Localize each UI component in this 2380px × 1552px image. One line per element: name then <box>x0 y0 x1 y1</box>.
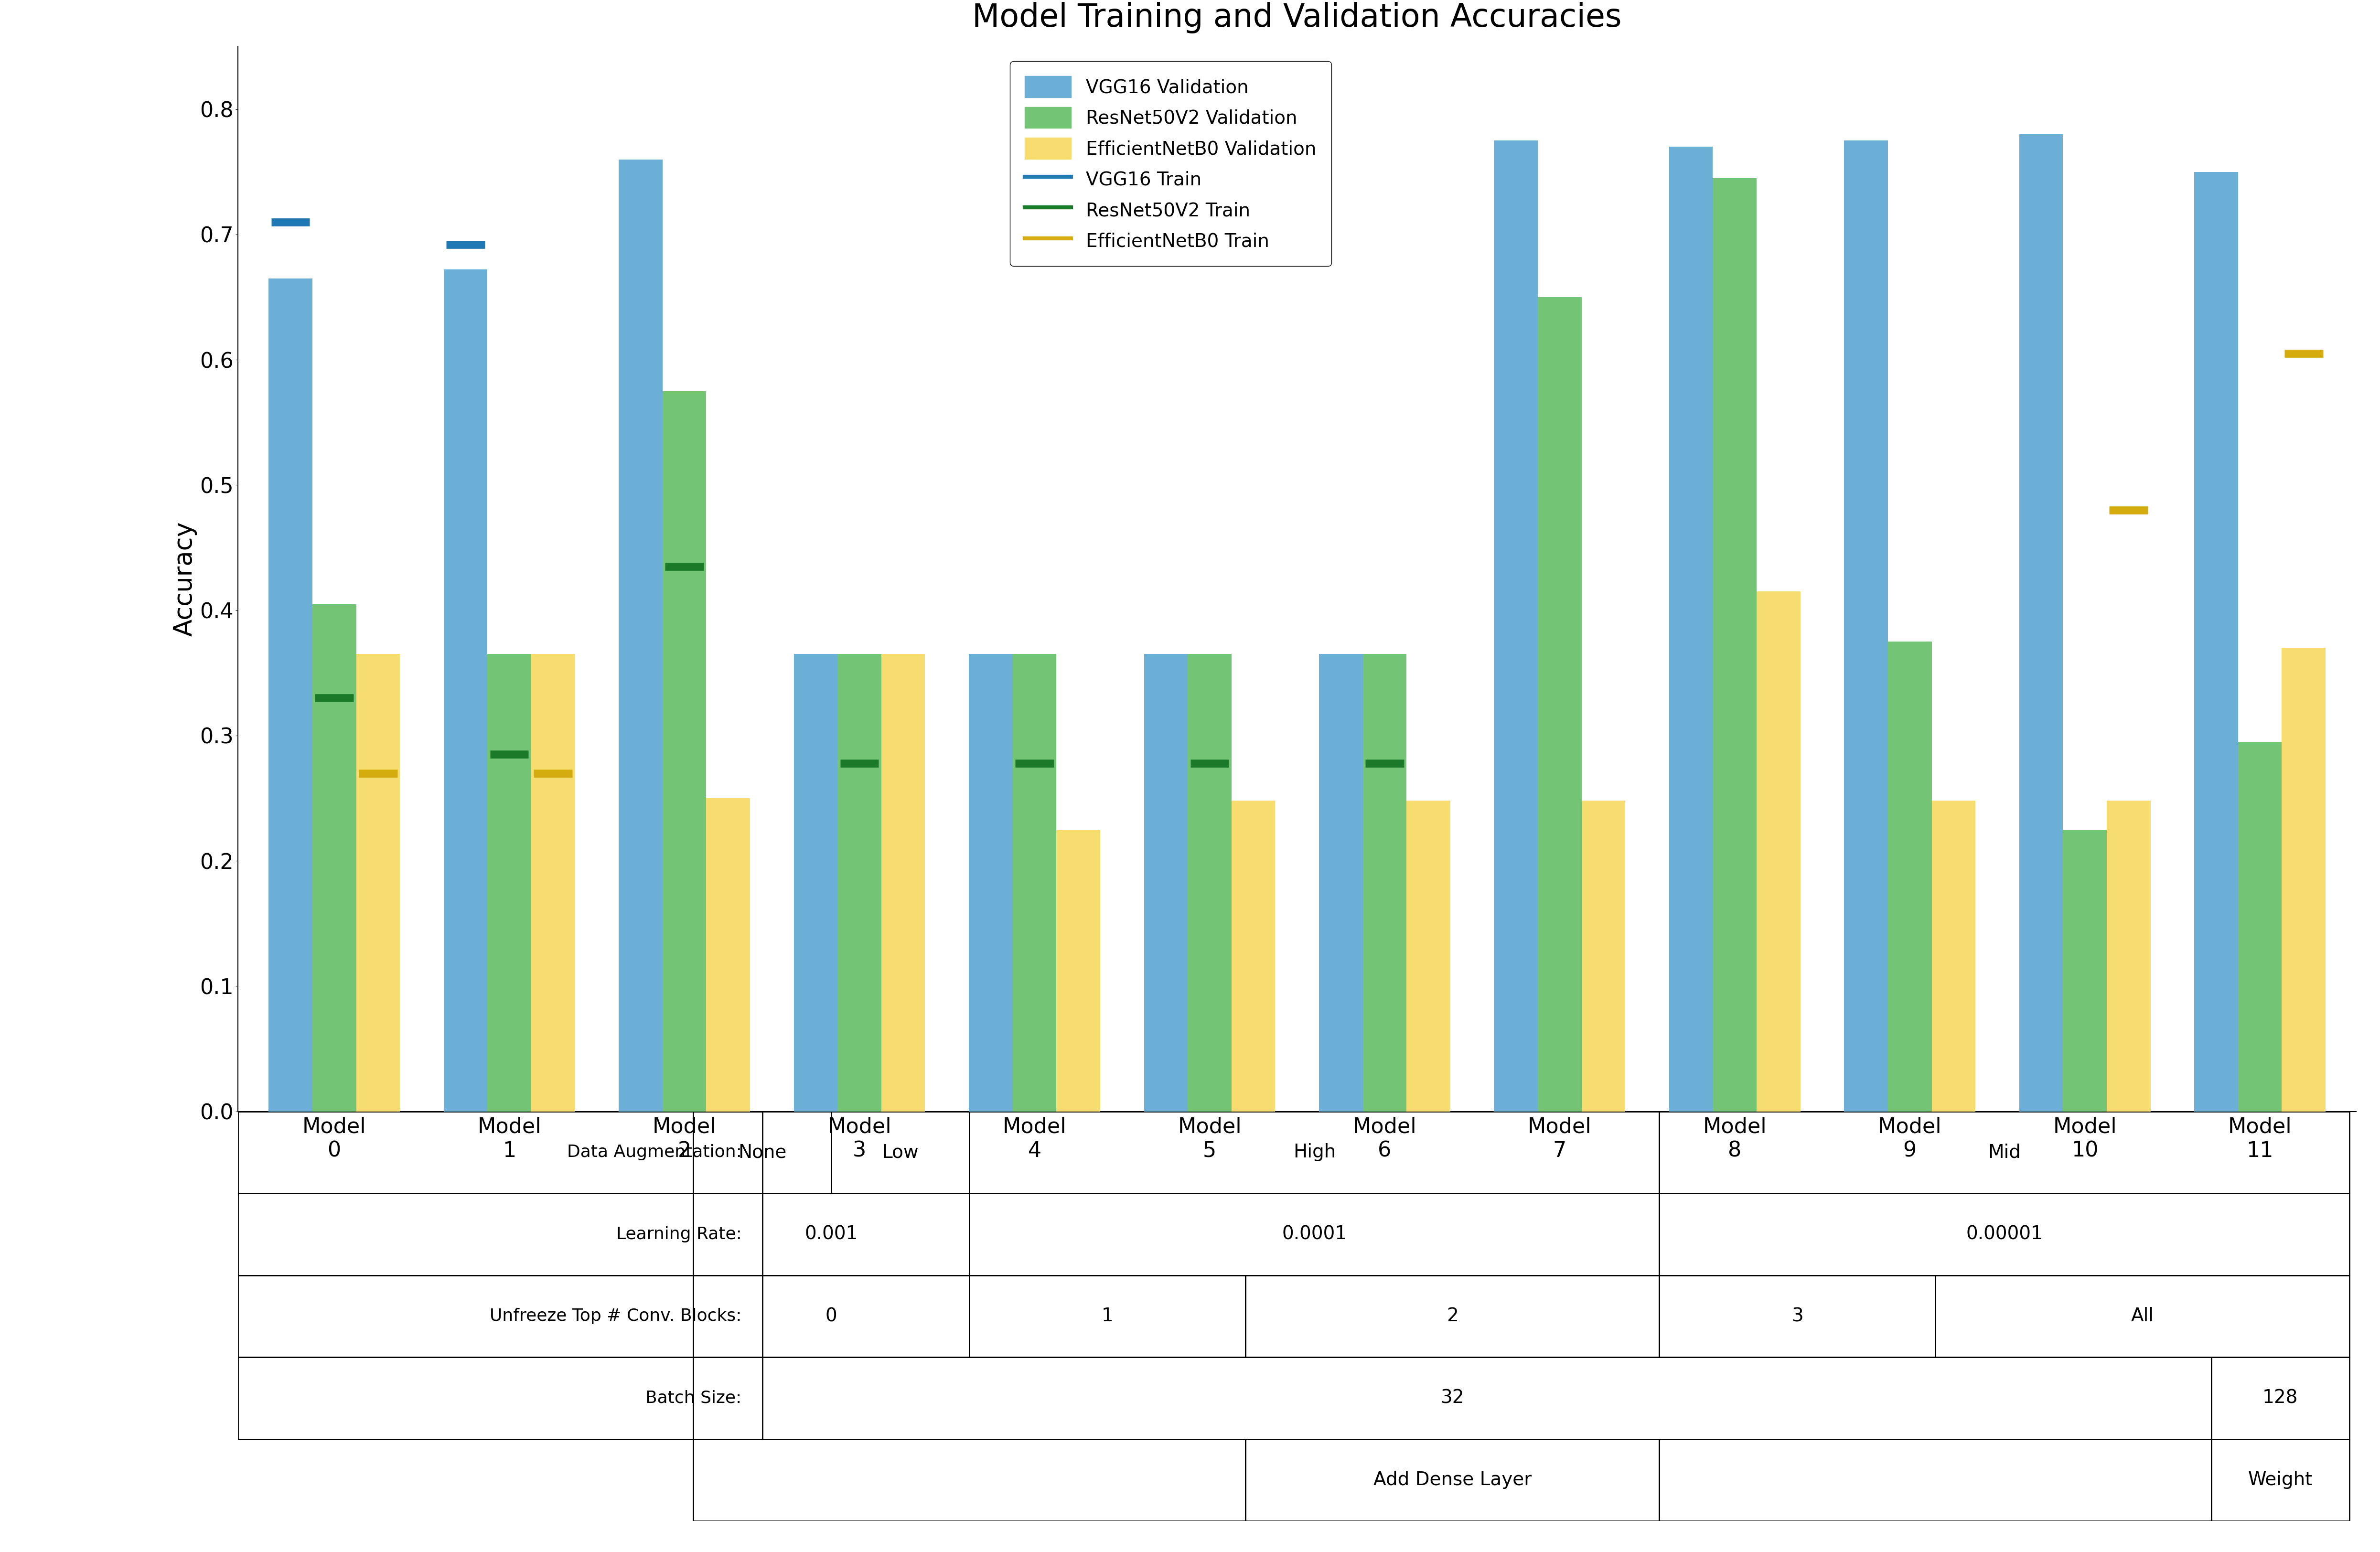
Legend: VGG16 Validation, ResNet50V2 Validation, EfficientNetB0 Validation, VGG16 Train,: VGG16 Validation, ResNet50V2 Validation,… <box>1009 61 1330 265</box>
Bar <box>1756 591 1799 1111</box>
Text: 0.0001: 0.0001 <box>1283 1225 1347 1243</box>
Bar <box>693 1276 969 1356</box>
Bar <box>2018 135 2063 1111</box>
Text: 3: 3 <box>1792 1307 1804 1325</box>
Text: 0: 0 <box>826 1307 838 1325</box>
Bar <box>693 1193 969 1276</box>
Bar <box>2211 1439 2349 1521</box>
Text: 0.001: 0.001 <box>804 1225 859 1243</box>
Bar <box>1887 641 1933 1111</box>
Bar <box>707 798 750 1111</box>
Bar <box>619 160 662 1111</box>
Bar <box>693 1439 1245 1521</box>
Title: Model Training and Validation Accuracies: Model Training and Validation Accuracies <box>973 2 1621 33</box>
Text: Learning Rate:: Learning Rate: <box>616 1226 743 1243</box>
Bar <box>2194 172 2237 1111</box>
Bar <box>488 653 531 1111</box>
Bar <box>269 278 312 1111</box>
Text: Data Augmentation:: Data Augmentation: <box>566 1144 743 1161</box>
Bar <box>443 270 488 1111</box>
Bar <box>1319 653 1364 1111</box>
Bar <box>2106 801 2152 1111</box>
Bar <box>795 653 838 1111</box>
Bar <box>1245 1439 1659 1521</box>
Text: All: All <box>2130 1307 2154 1325</box>
Bar <box>1188 653 1230 1111</box>
Bar <box>1245 1276 1659 1356</box>
Bar <box>1844 141 1887 1111</box>
Bar <box>1364 653 1407 1111</box>
Text: Mid: Mid <box>1987 1144 2021 1161</box>
Text: Weight: Weight <box>2249 1471 2313 1488</box>
Bar <box>1583 801 1626 1111</box>
Text: Low: Low <box>883 1144 919 1161</box>
Bar <box>969 1111 1659 1193</box>
Bar <box>1495 141 1537 1111</box>
Bar <box>1668 147 1714 1111</box>
Bar <box>238 1193 762 1276</box>
Bar <box>1145 653 1188 1111</box>
Text: High: High <box>1292 1144 1335 1161</box>
Bar <box>831 1111 969 1193</box>
Bar <box>1659 1439 2211 1521</box>
Text: None: None <box>738 1144 785 1161</box>
Bar <box>1659 1111 2349 1193</box>
Bar <box>1407 801 1449 1111</box>
Bar <box>531 653 576 1111</box>
Bar <box>1714 178 1756 1111</box>
Text: 1: 1 <box>1102 1307 1114 1325</box>
Text: 32: 32 <box>1440 1389 1464 1408</box>
Bar <box>838 653 881 1111</box>
Bar <box>238 1276 762 1356</box>
Bar <box>1933 801 1975 1111</box>
Text: 0.00001: 0.00001 <box>1966 1225 2042 1243</box>
Bar <box>1659 1276 1935 1356</box>
Bar <box>2211 1356 2349 1439</box>
Text: Batch Size:: Batch Size: <box>645 1391 743 1406</box>
Bar <box>312 604 357 1111</box>
Bar <box>2063 829 2106 1111</box>
Y-axis label: Accuracy: Accuracy <box>171 521 198 636</box>
Bar <box>969 1193 1659 1276</box>
Bar <box>1057 829 1100 1111</box>
Bar <box>969 1276 1245 1356</box>
Bar <box>693 1111 831 1193</box>
Bar <box>1230 801 1276 1111</box>
Bar <box>2282 647 2325 1111</box>
Bar <box>693 1356 2211 1439</box>
Bar <box>238 1356 762 1439</box>
Bar <box>1537 296 1583 1111</box>
Bar <box>1659 1193 2349 1276</box>
Bar <box>969 653 1011 1111</box>
Bar <box>1935 1276 2349 1356</box>
Bar <box>662 391 707 1111</box>
Bar <box>1011 653 1057 1111</box>
Bar <box>238 1111 762 1193</box>
Bar <box>2237 742 2282 1111</box>
Text: Add Dense Layer: Add Dense Layer <box>1373 1471 1530 1488</box>
Bar <box>357 653 400 1111</box>
Bar <box>881 653 926 1111</box>
Text: 2: 2 <box>1447 1307 1459 1325</box>
Text: Unfreeze Top # Conv. Blocks:: Unfreeze Top # Conv. Blocks: <box>490 1308 743 1324</box>
Text: 128: 128 <box>2263 1389 2299 1408</box>
